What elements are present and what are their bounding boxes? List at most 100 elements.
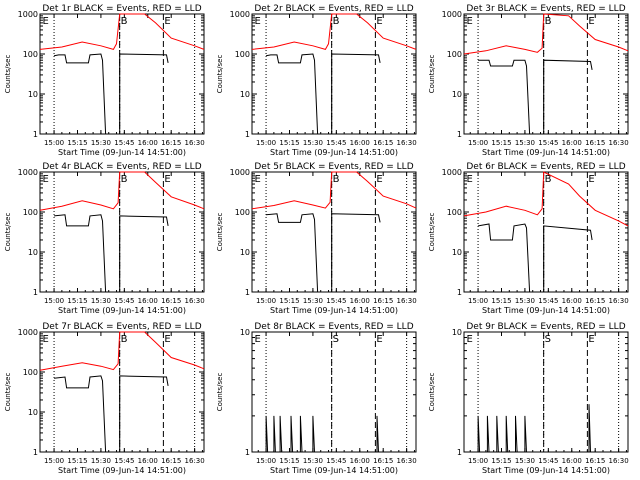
y-tick-label: 100: [235, 208, 250, 217]
x-tick-label: 16:30: [397, 139, 417, 147]
series-line-lld: [463, 13, 629, 55]
y-tick-label: 1000: [230, 10, 250, 19]
x-tick-label: 15:00: [468, 139, 488, 147]
x-axis-label: Start Time (09-Jun-14 14:51:00): [58, 148, 186, 157]
plot-frame: [251, 171, 417, 293]
x-tick-label: 15:45: [114, 297, 134, 305]
x-tick-label: 16:00: [350, 457, 370, 465]
y-tick-label: 10: [240, 328, 250, 337]
marker-label: E: [467, 174, 473, 185]
x-tick-label: 16:30: [609, 297, 629, 305]
x-tick-label: 15:00: [256, 457, 276, 465]
y-tick-label: 10: [240, 248, 250, 257]
chart-title: Det 4r BLACK = Events, RED = LLD: [42, 162, 201, 172]
chart-title: Det 1r BLACK = Events, RED = LLD: [42, 4, 201, 14]
y-tick-label: 1000: [18, 10, 38, 19]
x-tick-label: 16:00: [350, 297, 370, 305]
marker-label: E: [43, 334, 49, 345]
plot-frame: [251, 13, 417, 135]
x-tick-label: 15:15: [279, 297, 299, 305]
x-axis-label: Start Time (09-Jun-14 14:51:00): [270, 306, 398, 315]
y-tick-label: 1: [245, 130, 250, 139]
series-line-lld: [463, 171, 629, 227]
y-tick-label: 100: [447, 208, 462, 217]
marker-label: E: [164, 174, 170, 185]
x-tick-label: 16:00: [138, 297, 158, 305]
x-tick-label: 15:45: [538, 139, 558, 147]
chart-title: Det 9r BLACK = Events, RED = LLD: [466, 322, 625, 332]
y-tick-label: 1: [33, 130, 38, 139]
x-axis-label: Start Time (09-Jun-14 14:51:00): [482, 466, 610, 475]
chart-panel-5: Det 5r BLACK = Events, RED = LLD Counts/s…: [216, 162, 417, 315]
series-line-events: [265, 415, 379, 453]
marker-label: E: [588, 16, 594, 27]
y-tick-label: 100: [447, 50, 462, 59]
x-tick-label: 15:30: [91, 457, 111, 465]
x-tick-label: 15:15: [279, 457, 299, 465]
y-tick-label: 1: [457, 288, 462, 297]
series-line-lld: [251, 13, 417, 50]
marker-label: E: [588, 174, 594, 185]
x-tick-label: 15:30: [91, 139, 111, 147]
series-line-events: [478, 223, 593, 293]
y-tick-label: 10: [240, 90, 250, 99]
x-tick-label: 15:30: [91, 297, 111, 305]
series-line-events: [477, 404, 591, 453]
marker-label: E: [255, 16, 261, 27]
marker-label: B: [121, 16, 128, 27]
y-tick-label: 10: [452, 248, 462, 257]
y-axis-label: Counts/sec: [428, 213, 436, 252]
y-axis-label: Counts/sec: [4, 373, 12, 412]
series-line-lld: [39, 171, 205, 211]
marker-label: S: [333, 334, 339, 345]
x-tick-label: 16:30: [609, 457, 629, 465]
x-tick-label: 16:15: [585, 457, 605, 465]
x-tick-label: 15:00: [468, 457, 488, 465]
y-tick-label: 1000: [18, 168, 38, 177]
chart-panel-3: Det 3r BLACK = Events, RED = LLD Counts/s…: [428, 4, 629, 157]
x-tick-label: 16:30: [397, 297, 417, 305]
marker-label: E: [43, 16, 49, 27]
marker-label: E: [376, 334, 382, 345]
chart-title: Det 5r BLACK = Events, RED = LLD: [254, 162, 413, 172]
y-tick-label: 1000: [18, 328, 38, 337]
marker-label: B: [121, 334, 128, 345]
marker-label: E: [467, 334, 473, 345]
x-axis-label: Start Time (09-Jun-14 14:51:00): [270, 148, 398, 157]
x-tick-label: 16:30: [185, 297, 205, 305]
x-tick-label: 15:15: [491, 139, 511, 147]
y-tick-label: 1: [245, 448, 250, 457]
y-axis-label: Counts/sec: [216, 55, 224, 94]
marker-label: E: [467, 16, 473, 27]
marker-label: E: [376, 174, 382, 185]
plot-frame: [463, 13, 629, 135]
series-line-events: [266, 213, 381, 293]
x-tick-label: 15:00: [44, 297, 64, 305]
y-tick-label: 1: [245, 288, 250, 297]
series-line-events: [54, 214, 169, 293]
x-tick-label: 15:00: [44, 139, 64, 147]
y-tick-label: 100: [23, 368, 38, 377]
x-axis-label: Start Time (09-Jun-14 14:51:00): [270, 466, 398, 475]
x-tick-label: 16:30: [397, 457, 417, 465]
plot-frame: [39, 13, 205, 135]
x-tick-label: 15:15: [491, 297, 511, 305]
x-tick-label: 16:15: [585, 297, 605, 305]
x-tick-label: 16:00: [562, 457, 582, 465]
chart-title: Det 3r BLACK = Events, RED = LLD: [466, 4, 625, 14]
y-axis-label: Counts/sec: [216, 213, 224, 252]
series-line-lld: [39, 13, 205, 50]
marker-label: B: [121, 174, 128, 185]
series-line-events: [478, 59, 593, 135]
plot-frame: [463, 171, 629, 293]
y-axis-label: Counts/sec: [428, 373, 436, 412]
chart-title: Det 8r BLACK = Events, RED = LLD: [254, 322, 413, 332]
x-tick-label: 15:00: [44, 457, 64, 465]
marker-label: E: [376, 16, 382, 27]
series-line-events: [54, 53, 169, 135]
x-tick-label: 15:15: [67, 457, 87, 465]
marker-label: E: [164, 16, 170, 27]
x-tick-label: 15:45: [538, 297, 558, 305]
x-tick-label: 16:15: [161, 139, 181, 147]
